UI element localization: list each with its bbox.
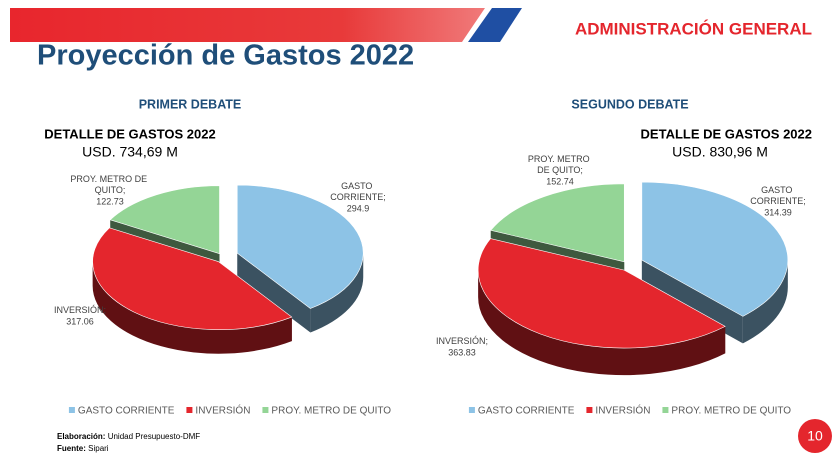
label-line: CORRIENTE; bbox=[330, 192, 386, 202]
data-label-value: 294.9 bbox=[347, 203, 370, 213]
slice bbox=[109, 185, 220, 255]
slice-wall bbox=[92, 261, 292, 354]
slice-wall bbox=[310, 253, 364, 333]
label-line: GASTO bbox=[341, 181, 375, 191]
data-label-name: GASTO CORRIENTE; bbox=[330, 181, 386, 202]
legend-label: GASTO CORRIENTE bbox=[478, 406, 575, 417]
data-label-name: INVERSIÓN; bbox=[436, 336, 488, 346]
data-label-value: 363.83 bbox=[448, 347, 476, 357]
label-line: GASTO bbox=[761, 185, 795, 195]
slice-side bbox=[237, 253, 311, 333]
data-label-value: 152.74 bbox=[546, 176, 574, 186]
data-label-value: 317.06 bbox=[66, 316, 94, 326]
data-label-name: GASTO CORRIENTE; bbox=[750, 185, 806, 206]
legend-swatch bbox=[68, 407, 75, 413]
header-stripe bbox=[468, 8, 522, 42]
legend-label: INVERSIÓN bbox=[595, 404, 650, 417]
chart-title: SEGUNDO DEBATE bbox=[571, 97, 688, 111]
legend-label: GASTO CORRIENTE bbox=[78, 406, 175, 417]
page-number: 10 bbox=[807, 428, 823, 444]
legend: GASTO CORRIENTE INVERSIÓN PROY. METRO DE Q… bbox=[468, 404, 791, 417]
label-line: CORRIENTE; bbox=[750, 196, 806, 206]
data-label-name: PROY. METRO DE QUITO; bbox=[70, 174, 149, 195]
slice bbox=[92, 227, 293, 330]
label-line: INVERSIÓN; bbox=[436, 336, 488, 346]
label-line: PROY. METRO bbox=[528, 154, 592, 164]
slice bbox=[641, 181, 789, 317]
legend-label: PROY. METRO DE QUITO bbox=[671, 406, 791, 417]
slice-wall bbox=[478, 270, 726, 376]
data-label-name: PROY. METRO DE QUITO; bbox=[528, 154, 592, 175]
legend: GASTO CORRIENTE INVERSIÓN PROY. METRO DE Q… bbox=[68, 404, 391, 417]
header-band bbox=[10, 8, 485, 42]
credit-value: Unidad Presupuesto-DMF bbox=[108, 432, 201, 441]
chart-total: USD. 830,96 M bbox=[672, 144, 768, 160]
section-title: ADMINISTRACIÓN GENERAL bbox=[575, 19, 812, 38]
slice bbox=[490, 183, 625, 263]
source-label: Fuente: bbox=[57, 444, 86, 453]
credit: Elaboración: Unidad Presupuesto-DMF bbox=[57, 432, 200, 441]
legend-swatch bbox=[262, 407, 269, 413]
label-line: PROY. METRO DE bbox=[70, 174, 149, 184]
source: Fuente: Sipari bbox=[57, 444, 109, 453]
slide-title: Proyección de Gastos 2022 bbox=[37, 40, 414, 72]
legend-swatch bbox=[586, 407, 593, 413]
chart-subtitle: DETALLE DE GASTOS 2022 bbox=[44, 126, 215, 141]
label-line: DE QUITO; bbox=[537, 165, 583, 175]
slice bbox=[477, 238, 726, 349]
source-value: Sipari bbox=[88, 444, 109, 453]
legend-label: PROY. METRO DE QUITO bbox=[271, 406, 391, 417]
chart-subtitle: DETALLE DE GASTOS 2022 bbox=[641, 126, 812, 141]
label-line: INVERSIÓN; bbox=[54, 305, 106, 315]
legend-swatch bbox=[662, 407, 669, 413]
chart-title: PRIMER DEBATE bbox=[139, 97, 242, 111]
chart-total: USD. 734,69 M bbox=[82, 144, 178, 160]
data-label-name: INVERSIÓN; bbox=[54, 305, 106, 315]
legend-swatch bbox=[186, 407, 193, 413]
label-line: QUITO; bbox=[95, 185, 126, 195]
credit-label: Elaboración: bbox=[57, 432, 105, 441]
page-badge bbox=[798, 419, 832, 453]
data-label-value: 122.73 bbox=[96, 196, 124, 206]
legend-swatch bbox=[468, 407, 475, 413]
data-label-value: 314.39 bbox=[764, 207, 792, 217]
legend-label: INVERSIÓN bbox=[195, 404, 250, 417]
slice bbox=[236, 184, 364, 309]
